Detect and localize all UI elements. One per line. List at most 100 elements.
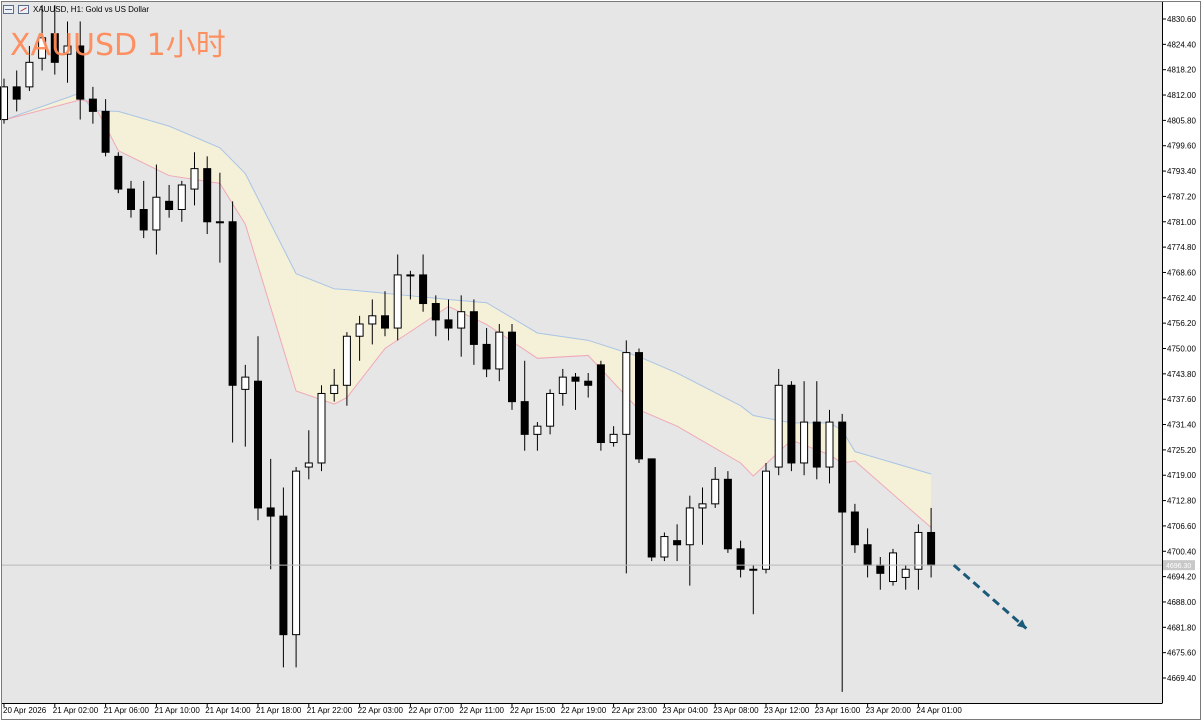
candle[interactable] (0, 78, 8, 124)
bull-candle-body (914, 531, 923, 570)
candle[interactable] (241, 364, 250, 447)
bull-candle-body (609, 433, 618, 444)
candle[interactable] (177, 180, 186, 222)
candle[interactable] (762, 462, 770, 574)
candle[interactable] (127, 180, 135, 218)
candle[interactable] (165, 184, 174, 218)
bull-candle-body (215, 221, 224, 224)
candle[interactable] (228, 201, 237, 443)
bear-candle-body (723, 478, 732, 550)
forecast-arrow-head (1016, 619, 1027, 629)
candle[interactable] (787, 381, 796, 472)
x-tick-label: 21 Apr 18:00 (256, 706, 302, 715)
candle[interactable] (38, 5, 47, 71)
candle[interactable] (114, 152, 123, 194)
bear-candle-body (736, 548, 745, 570)
candle[interactable] (723, 471, 732, 553)
candle[interactable] (685, 495, 694, 586)
candle[interactable] (711, 467, 720, 508)
candle[interactable] (431, 295, 440, 337)
candle[interactable] (812, 381, 821, 480)
cloud-segment (854, 451, 932, 528)
candle[interactable] (622, 340, 631, 574)
candle[interactable] (914, 524, 923, 590)
candle[interactable] (381, 291, 389, 337)
candle[interactable] (533, 422, 542, 451)
candle[interactable] (609, 426, 618, 447)
bull-candle-body (355, 323, 364, 337)
candle[interactable] (495, 323, 504, 382)
candle[interactable] (304, 430, 313, 480)
candle[interactable] (254, 336, 262, 521)
bear-candle-body (76, 45, 85, 100)
candle[interactable] (546, 389, 555, 435)
candle[interactable] (190, 152, 199, 206)
candle[interactable] (584, 373, 593, 398)
candle[interactable] (25, 45, 34, 91)
bear-candle-body (279, 515, 288, 636)
candle[interactable] (444, 299, 453, 341)
bear-candle-body (12, 86, 21, 100)
candle[interactable] (901, 565, 910, 590)
chart-settings-icon[interactable] (3, 4, 14, 14)
candle[interactable] (101, 99, 110, 157)
x-tick-label: 22 Apr 15:00 (510, 706, 556, 715)
candle[interactable] (368, 299, 377, 345)
x-tick-label: 23 Apr 16:00 (815, 706, 861, 715)
candle[interactable] (342, 332, 351, 406)
x-tick-label: 24 Apr 01:00 (916, 706, 962, 715)
candle[interactable] (850, 503, 859, 553)
candle[interactable] (215, 172, 224, 263)
candle[interactable] (673, 524, 682, 562)
y-tick-label: 4793.40 (1167, 167, 1196, 176)
candle[interactable] (635, 348, 643, 463)
candle[interactable] (50, 5, 59, 75)
candle[interactable] (406, 270, 415, 300)
candle[interactable] (419, 254, 428, 312)
bear-candle-body (88, 98, 97, 112)
candle[interactable] (12, 70, 21, 112)
candle[interactable] (139, 180, 148, 239)
candle[interactable] (203, 156, 212, 235)
candle[interactable] (469, 299, 478, 365)
candle[interactable] (317, 385, 326, 472)
candle[interactable] (698, 487, 707, 545)
candle[interactable] (558, 368, 567, 406)
candle[interactable] (355, 315, 364, 361)
bear-candle-body (647, 458, 656, 558)
candle[interactable] (508, 323, 516, 410)
candle[interactable] (393, 254, 402, 341)
candle[interactable] (596, 360, 605, 451)
candle[interactable] (88, 86, 97, 124)
candle[interactable] (825, 409, 834, 484)
candle[interactable] (749, 565, 758, 615)
candle[interactable] (279, 487, 288, 668)
candle[interactable] (457, 295, 466, 357)
candle[interactable] (647, 458, 656, 562)
bear-candle-body (139, 209, 148, 231)
candle[interactable] (660, 532, 669, 562)
candle[interactable] (520, 360, 529, 451)
candle[interactable] (889, 548, 897, 586)
candle[interactable] (76, 21, 85, 120)
candle[interactable] (482, 328, 491, 378)
candle[interactable] (736, 540, 745, 578)
x-tick-label: 23 Apr 20:00 (866, 706, 912, 715)
candle[interactable] (152, 164, 161, 255)
y-tick-label: 4799.60 (1167, 142, 1196, 151)
candle[interactable] (292, 467, 301, 668)
candle[interactable] (838, 413, 847, 692)
candle[interactable] (571, 373, 580, 410)
y-tick-label: 4731.40 (1167, 421, 1196, 430)
candle[interactable] (800, 381, 809, 476)
bear-candle-body (673, 540, 682, 546)
candle[interactable] (63, 21, 72, 83)
candle[interactable] (774, 368, 783, 476)
bear-candle-body (127, 188, 135, 211)
candle[interactable] (266, 458, 275, 570)
bull-candle-body (25, 61, 34, 88)
chart-type-icon[interactable] (18, 4, 29, 14)
candle[interactable] (330, 368, 339, 402)
